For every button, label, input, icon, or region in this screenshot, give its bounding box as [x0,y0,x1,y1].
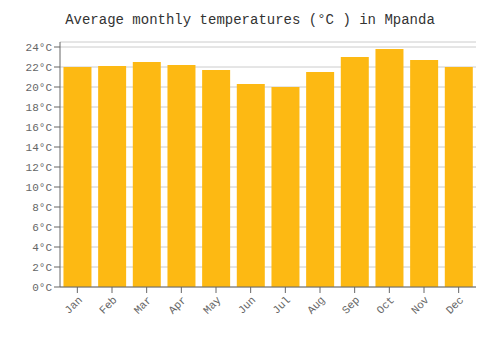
svg-text:0°C: 0°C [32,282,52,294]
html-text:Average monthly temperatures (: Average monthly temperatures (°C ) in Mp… [65,12,435,28]
svg-text:Jan: Jan [62,294,84,316]
svg-text:6°C: 6°C [32,222,52,234]
svg-text:Mar: Mar [132,294,154,316]
svg-text:12°C: 12°C [26,162,53,174]
svg-text:8°C: 8°C [32,202,52,214]
svg-text:Apr: Apr [166,294,188,316]
svg-text:Aug: Aug [305,294,327,316]
svg-text:Jun: Jun [236,294,258,316]
svg-text:Nov: Nov [409,294,432,317]
svg-text:Dec: Dec [444,294,466,316]
svg-text:10°C: 10°C [26,182,53,194]
svg-text:Jul: Jul [270,294,292,316]
svg-text:2°C: 2°C [32,262,52,274]
svg-text:24°C: 24°C [26,42,53,54]
svg-text:20°C: 20°C [26,82,53,94]
svg-text:4°C: 4°C [32,242,52,254]
svg-text:14°C: 14°C [26,142,53,154]
svg-text:May: May [201,294,224,317]
svg-text:22°C: 22°C [26,62,53,74]
svg-text:16°C: 16°C [26,122,53,134]
svg-text:Feb: Feb [97,294,119,316]
svg-text:Sep: Sep [340,294,362,316]
svg-text:Oct: Oct [374,294,396,316]
svg-text:18°C: 18°C [26,102,53,114]
